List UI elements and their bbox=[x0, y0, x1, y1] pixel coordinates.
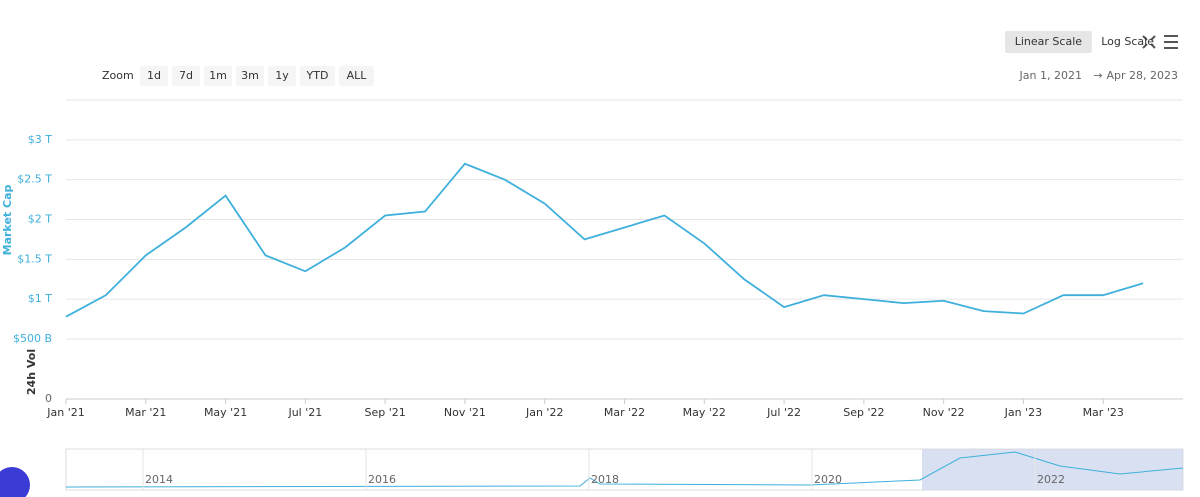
navigator-label: 2018 bbox=[591, 473, 619, 486]
x-tick-label: Jan '23 bbox=[1004, 406, 1042, 419]
navigator-label: 2020 bbox=[814, 473, 842, 486]
zoom-button-bg[interactable] bbox=[172, 66, 200, 86]
zoom-button[interactable]: YTD bbox=[306, 69, 329, 82]
navigator-selection[interactable] bbox=[922, 449, 1183, 490]
x-tick-label: May '21 bbox=[204, 406, 247, 419]
zoom-button[interactable]: 1m bbox=[209, 69, 227, 82]
y-tick-label: $1 T bbox=[28, 292, 52, 305]
scale-button[interactable]: Linear Scale bbox=[1015, 35, 1083, 48]
x-tick-label: Mar '22 bbox=[604, 406, 645, 419]
range-from: Jan 1, 2021 bbox=[1019, 69, 1082, 82]
icons bbox=[1142, 35, 1178, 49]
range-to: Apr 28, 2023 bbox=[1106, 69, 1178, 82]
x-tick-label: Mar '23 bbox=[1083, 406, 1124, 419]
zoom-button[interactable]: 3m bbox=[241, 69, 259, 82]
series-line bbox=[65, 162, 1144, 318]
range-arrow: → bbox=[1093, 69, 1102, 82]
zoom-button[interactable]: 7d bbox=[179, 69, 193, 82]
zoom-label: Zoom bbox=[102, 69, 134, 82]
x-tick-label: May '22 bbox=[683, 406, 726, 419]
volume-axis-title: 24h Vol bbox=[25, 349, 38, 395]
zoom-button[interactable]: ALL bbox=[347, 69, 368, 82]
x-tick-label: Jan '21 bbox=[46, 406, 84, 419]
y-tick-label: $1.5 T bbox=[17, 252, 52, 265]
fullscreen-icon[interactable] bbox=[1142, 35, 1156, 49]
badge[interactable] bbox=[0, 467, 30, 497]
scale-button-bg[interactable] bbox=[1005, 31, 1092, 53]
zoom-button-bg[interactable] bbox=[300, 66, 335, 86]
x-tick-label: Nov '21 bbox=[444, 406, 486, 419]
scale-button[interactable]: Log Scale bbox=[1101, 35, 1154, 48]
volume-tick-label: 0 bbox=[45, 392, 52, 405]
x-tick-label: Jul '21 bbox=[287, 406, 322, 419]
navigator-label: 2016 bbox=[368, 473, 396, 486]
y-tick-label: $2 T bbox=[28, 213, 52, 226]
y-tick-label: $500 B bbox=[13, 332, 52, 345]
navigator-label: 2014 bbox=[145, 473, 173, 486]
zoom-button-bg[interactable] bbox=[236, 66, 264, 86]
menu-icon[interactable] bbox=[1164, 35, 1178, 49]
zoom-button-bg[interactable] bbox=[140, 66, 168, 86]
navigator-label: 2022 bbox=[1037, 473, 1065, 486]
zoom-button-bg[interactable] bbox=[268, 66, 296, 86]
x-tick-label: Sep '21 bbox=[365, 406, 406, 419]
x-tick-label: Mar '21 bbox=[125, 406, 166, 419]
zoom-button[interactable]: 1y bbox=[275, 69, 289, 82]
zoom-button[interactable]: 1d bbox=[147, 69, 161, 82]
x-tick-label: Jan '22 bbox=[525, 406, 563, 419]
zoom-button-bg[interactable] bbox=[204, 66, 232, 86]
x-tick-label: Sep '22 bbox=[843, 406, 884, 419]
y-axis-title: Market Cap bbox=[1, 185, 14, 256]
x-tick-label: Nov '22 bbox=[923, 406, 965, 419]
x-tick-label: Jul '22 bbox=[766, 406, 801, 419]
y-tick-label: $2.5 T bbox=[17, 173, 52, 186]
zoom-button-bg[interactable] bbox=[339, 66, 374, 86]
navigator-line bbox=[65, 451, 1184, 488]
y-tick-label: $3 T bbox=[28, 133, 52, 146]
